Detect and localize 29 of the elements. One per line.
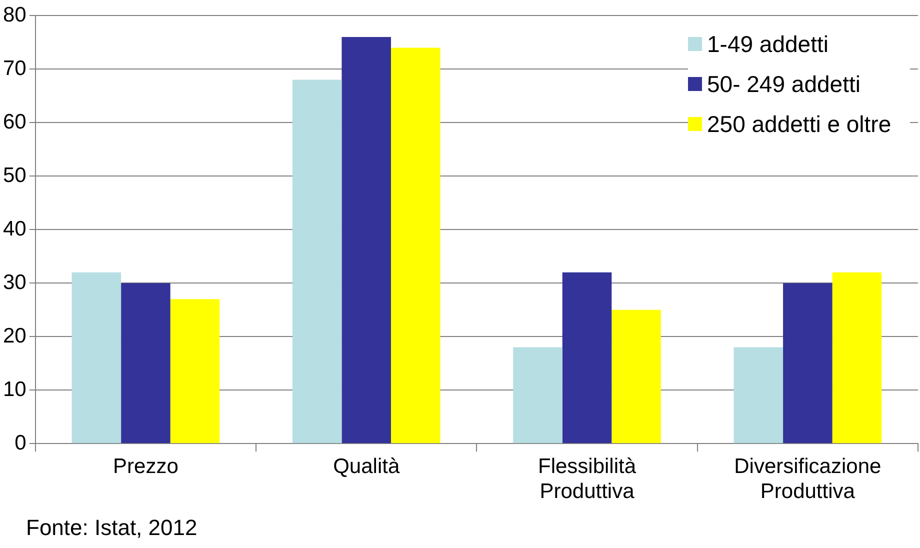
bar (390, 48, 440, 444)
legend-label: 250 addetti e oltre (707, 110, 892, 138)
bar (72, 272, 122, 444)
x-tick-label: Flessibilità Produttiva (538, 454, 636, 504)
x-tick-label: Prezzo (113, 454, 178, 478)
bar (832, 272, 882, 444)
bar (612, 310, 661, 444)
y-tick-label: 10 (3, 378, 26, 401)
bar (292, 80, 342, 444)
y-tick-label: 80 (3, 3, 26, 26)
y-tick-label: 20 (3, 324, 26, 348)
y-tick-label: 30 (3, 270, 26, 294)
legend-label: 50- 249 addetti (707, 70, 860, 98)
bar (562, 272, 612, 444)
bar (513, 347, 562, 444)
y-tick-label: 50 (3, 164, 26, 187)
y-tick-label: 70 (3, 56, 26, 80)
y-tick-label: 40 (3, 217, 26, 240)
bar (170, 299, 220, 444)
x-tick-label: Diversificazione Produttiva (734, 454, 882, 504)
bar (342, 37, 391, 444)
bar (121, 283, 170, 444)
legend-label: 1-49 addetti (707, 30, 828, 58)
x-tick-label: Qualità (333, 454, 400, 478)
y-tick-label: 60 (3, 110, 26, 134)
y-tick-label: 0 (14, 431, 26, 454)
bar (734, 347, 784, 444)
source-note: Fonte: Istat, 2012 (26, 515, 198, 541)
bar (783, 283, 832, 444)
